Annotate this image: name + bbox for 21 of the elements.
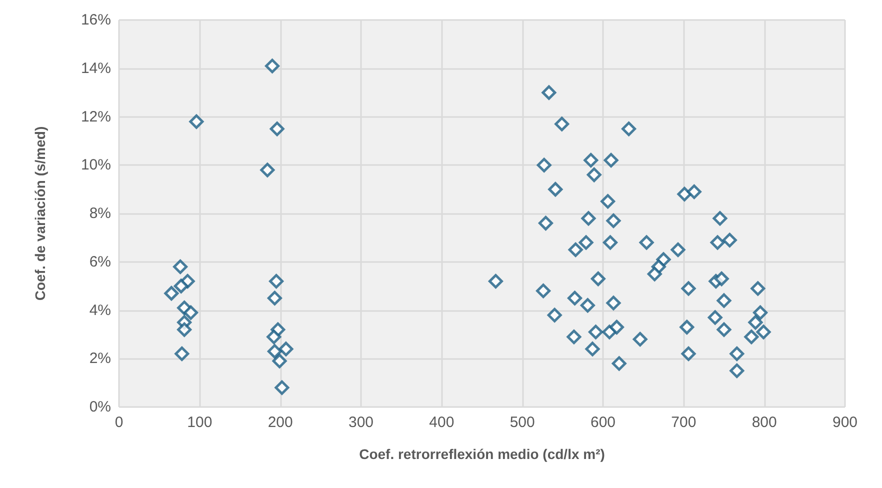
y-tick-label: 2% [89,350,111,368]
y-tick-label: 0% [89,398,111,416]
y-axis-title: Coef. de variación (s/med) [32,126,48,301]
x-tick-label: 600 [590,414,616,431]
x-tick-label: 900 [832,414,858,431]
x-axis-title: Coef. retrorreflexión medio (cd/lx m²) [359,446,605,462]
y-tick-label: 14% [80,60,111,77]
x-tick-label: 300 [348,414,374,431]
x-tick-label: 700 [671,414,696,431]
x-tick-label: 100 [187,414,212,431]
x-tick-label: 0 [114,414,124,431]
y-tick-label: 4% [89,302,111,319]
y-tick-label: 16% [80,12,111,28]
y-tick-label: 8% [89,205,111,222]
x-tick-label: 500 [510,414,535,431]
y-tick-label: 12% [80,108,111,126]
y-tick-label: 6% [89,253,111,270]
x-tick-label: 800 [752,414,777,431]
x-tick-label: 200 [268,414,293,431]
y-tick-label: 10% [80,156,111,174]
x-tick-label: 400 [429,414,454,431]
